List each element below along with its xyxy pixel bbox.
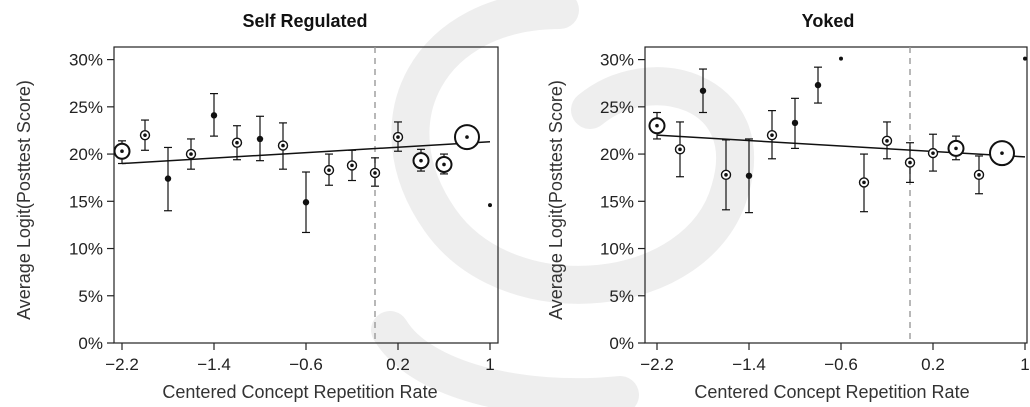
data-point bbox=[674, 121, 686, 178]
data-point bbox=[302, 171, 310, 234]
data-point bbox=[745, 138, 753, 214]
x-axis: −2.2 −1.4 −0.6 0.2 1 bbox=[105, 343, 495, 374]
x-tick-label: −2.2 bbox=[105, 355, 139, 374]
data-point bbox=[1023, 56, 1027, 61]
data-point bbox=[369, 157, 381, 187]
y-tick-label: 10% bbox=[69, 240, 103, 259]
data-point bbox=[839, 56, 843, 61]
data-point bbox=[185, 138, 197, 170]
y-tick-label: 25% bbox=[69, 98, 103, 117]
y-axis: 0% 5% 10% 15% 20% 25% 30% bbox=[69, 51, 114, 353]
data-point bbox=[881, 121, 893, 160]
data-point bbox=[454, 124, 480, 151]
data-point bbox=[766, 110, 778, 160]
data-point bbox=[323, 153, 335, 186]
data-point bbox=[814, 66, 822, 104]
data-point bbox=[113, 140, 131, 165]
y-tick-label: 20% bbox=[600, 145, 634, 164]
chart-title: Self Regulated bbox=[242, 11, 367, 31]
trend-line bbox=[656, 134, 1026, 158]
x-tick-label: −0.6 bbox=[824, 355, 858, 374]
data-point bbox=[435, 153, 453, 175]
data-point bbox=[488, 203, 492, 208]
y-tick-label: 5% bbox=[609, 287, 634, 306]
y-tick-label: 30% bbox=[69, 51, 103, 70]
plot-frame bbox=[644, 46, 1028, 344]
data-point bbox=[720, 139, 732, 211]
data-point bbox=[412, 148, 430, 172]
y-tick-label: 25% bbox=[600, 98, 634, 117]
data-points bbox=[648, 56, 1027, 214]
background-watermark bbox=[371, 0, 755, 407]
data-point bbox=[648, 111, 666, 140]
y-axis-label: Average Logit(Posttest Score) bbox=[546, 80, 566, 320]
x-tick-label: −1.4 bbox=[732, 355, 766, 374]
x-tick-label: 1 bbox=[485, 355, 494, 374]
data-point bbox=[210, 93, 218, 137]
x-tick-label: −1.4 bbox=[197, 355, 231, 374]
data-point bbox=[858, 153, 870, 213]
data-point bbox=[947, 135, 965, 161]
x-tick-label: 0.2 bbox=[921, 355, 945, 374]
data-points bbox=[113, 93, 492, 234]
chart-title: Yoked bbox=[802, 11, 855, 31]
y-tick-label: 0% bbox=[609, 334, 634, 353]
y-tick-label: 15% bbox=[69, 192, 103, 211]
x-tick-label: −0.6 bbox=[289, 355, 323, 374]
x-axis-label: Centered Concept Repetition Rate bbox=[162, 382, 437, 402]
chart-panel-self-regulated: Self Regulated 0%5%10%15%20%25%30% −2.2−… bbox=[14, 11, 499, 402]
data-point bbox=[392, 121, 404, 152]
data-point bbox=[904, 142, 916, 184]
x-tick-label: 0.2 bbox=[386, 355, 410, 374]
data-point bbox=[139, 119, 151, 151]
y-tick-label: 15% bbox=[600, 192, 634, 211]
x-tick-label: −2.2 bbox=[640, 355, 674, 374]
x-axis: −2.2 −1.4 −0.6 0.2 1 bbox=[640, 343, 1030, 374]
y-tick-label: 30% bbox=[600, 51, 634, 70]
y-tick-label: 10% bbox=[600, 240, 634, 259]
data-point bbox=[346, 149, 358, 182]
data-point bbox=[927, 133, 939, 172]
y-tick-label: 20% bbox=[69, 145, 103, 164]
trend-line bbox=[121, 141, 491, 165]
y-tick-label: 0% bbox=[78, 334, 103, 353]
data-point bbox=[277, 122, 289, 170]
data-point bbox=[989, 140, 1015, 167]
data-point bbox=[256, 115, 264, 162]
y-tick-label: 5% bbox=[78, 287, 103, 306]
data-point bbox=[164, 146, 172, 212]
data-point bbox=[973, 155, 985, 195]
x-axis-label: Centered Concept Repetition Rate bbox=[694, 382, 969, 402]
chart-panel-yoked: Yoked 0% 5% 10% 15% 20% 25% 30% −2.2 −1.4 −0.6 0.… bbox=[546, 11, 1030, 402]
data-point bbox=[699, 68, 707, 114]
x-tick-label: 1 bbox=[1020, 355, 1029, 374]
y-axis-label: Average Logit(Posttest Score) bbox=[14, 80, 34, 320]
data-point bbox=[791, 97, 799, 149]
y-axis: 0% 5% 10% 15% 20% 25% 30% bbox=[600, 51, 645, 353]
data-point bbox=[231, 125, 243, 161]
